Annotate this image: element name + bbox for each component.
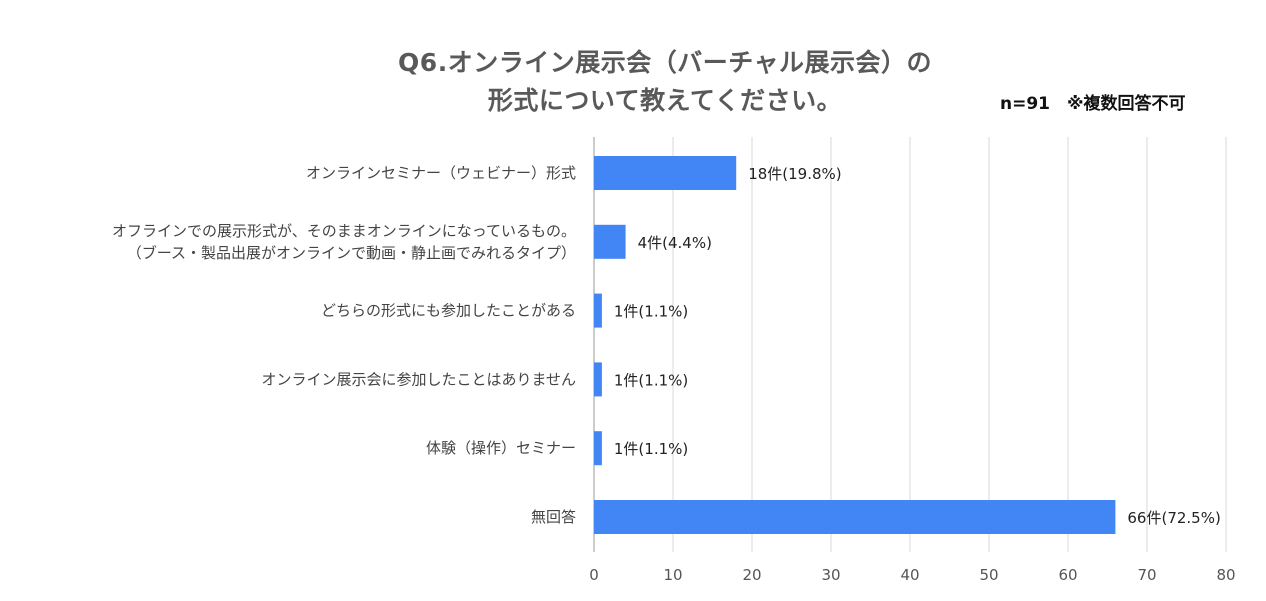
x-tick-label-70: 70 bbox=[1137, 566, 1156, 584]
data-label-4: 1件(1.1%) bbox=[614, 440, 688, 458]
bar-0 bbox=[594, 156, 737, 190]
x-tick-label-20: 20 bbox=[742, 566, 761, 584]
bar-3 bbox=[594, 362, 602, 397]
category-label-5-0: 無回答 bbox=[531, 508, 576, 526]
bars bbox=[594, 156, 1116, 534]
bar-5 bbox=[594, 500, 1116, 534]
sample-size-note: n=91 ※複数回答不可 bbox=[1000, 94, 1186, 114]
chart-title-line-2: 形式について教えてください。 bbox=[487, 86, 843, 115]
x-tick-label-60: 60 bbox=[1058, 566, 1077, 584]
data-label-0: 18件(19.8%) bbox=[748, 165, 841, 183]
data-label-1: 4件(4.4%) bbox=[638, 234, 712, 252]
chart-title-line-1: Q6.オンライン展示会（バーチャル展示会）の bbox=[398, 48, 932, 77]
bar-1 bbox=[594, 224, 626, 259]
x-tick-label-0: 0 bbox=[589, 566, 599, 584]
x-tick-label-80: 80 bbox=[1216, 566, 1235, 584]
x-tick-label-40: 40 bbox=[900, 566, 919, 584]
labels: 0 10 20 30 40 50 60 70 80 18件(19.8%) オンラインセミナー（ウェビ… bbox=[112, 164, 1236, 584]
bar-2 bbox=[594, 293, 602, 328]
category-label-1-0: オフラインでの展示形式が、そのままオンラインになっているもの。 bbox=[112, 222, 576, 240]
data-label-3: 1件(1.1%) bbox=[614, 371, 688, 389]
category-label-4-0: 体験（操作）セミナー bbox=[426, 439, 576, 457]
x-tick-label-50: 50 bbox=[979, 566, 998, 584]
x-tick-label-30: 30 bbox=[821, 566, 840, 584]
category-label-3-0: オンライン展示会に参加したことはありません bbox=[261, 370, 576, 388]
data-label-5: 66件(72.5%) bbox=[1127, 509, 1220, 527]
x-tick-label-10: 10 bbox=[663, 566, 682, 584]
chart-title: Q6.オンライン展示会（バーチャル展示会）の 形式について教えてください。 bbox=[300, 44, 1030, 120]
category-label-1-1: （ブース・製品出展がオンラインで動画・静止画でみれるタイプ） bbox=[127, 244, 576, 262]
category-label-0-0: オンラインセミナー（ウェビナー）形式 bbox=[306, 164, 576, 182]
category-label-2-0: どちらの形式にも参加したことがある bbox=[321, 302, 576, 320]
gridlines bbox=[593, 137, 1227, 552]
bar-4 bbox=[594, 431, 602, 466]
data-label-2: 1件(1.1%) bbox=[614, 303, 688, 321]
